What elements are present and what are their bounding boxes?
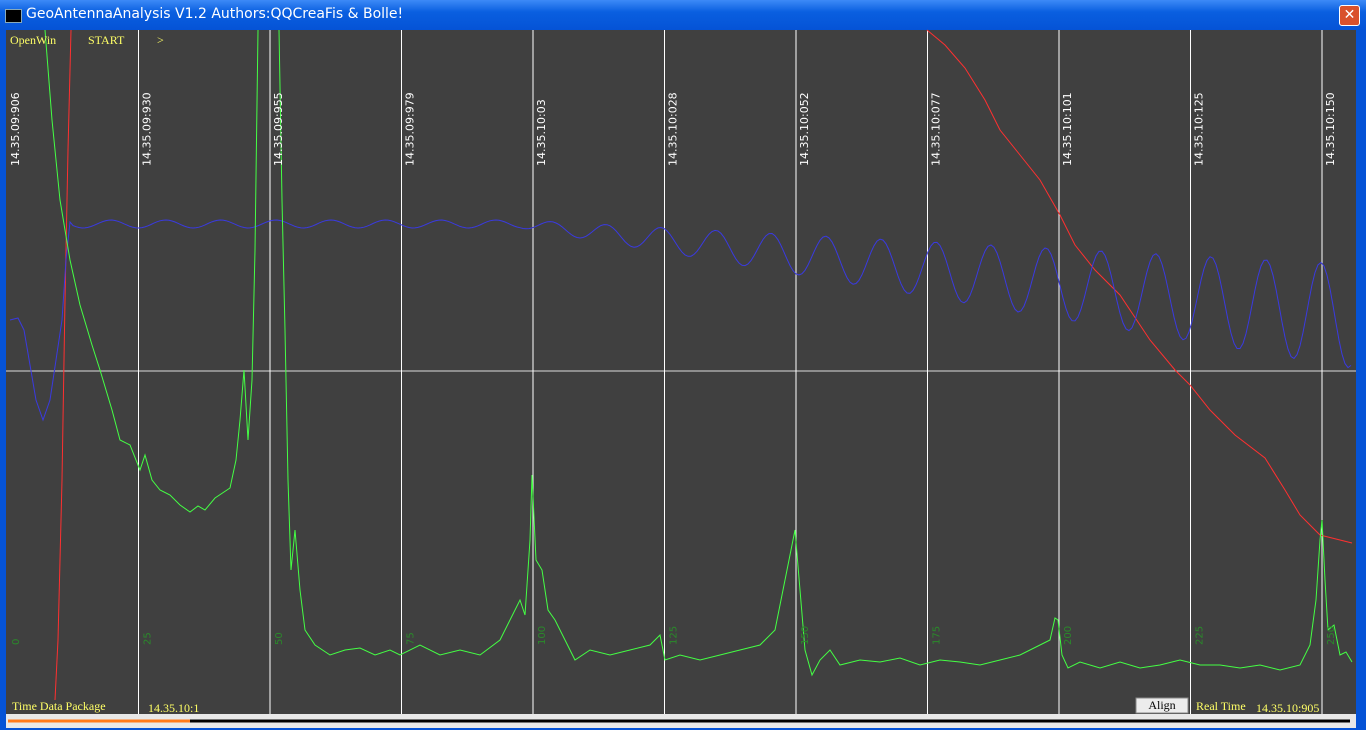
index-label: 100 (537, 626, 548, 645)
index-label: 150 (800, 626, 811, 645)
green-trace (278, 29, 1353, 677)
package-time: 14.35.10:1 (148, 701, 199, 715)
blue-trace (9, 219, 1352, 422)
time-label: 14.35.10:125 (1193, 92, 1206, 166)
index-label: 0 (11, 639, 22, 645)
index-label: 200 (1063, 626, 1074, 645)
time-label: 14.35.09:906 (9, 92, 22, 166)
app-icon (5, 9, 22, 23)
time-label: 14.35.10:101 (1061, 92, 1074, 166)
time-label: 14.35.10:028 (667, 92, 680, 166)
time-label: 14.35.09:979 (404, 92, 417, 166)
start-button[interactable]: START (88, 33, 125, 47)
index-label: 25 (143, 632, 154, 645)
index-label: 250 (1326, 626, 1337, 645)
plot-background (6, 30, 1356, 714)
index-label: 225 (1195, 626, 1206, 645)
time-label: 14.35.10:077 (930, 92, 943, 166)
index-label: 75 (406, 632, 417, 645)
align-button[interactable] (1135, 697, 1189, 714)
time-label: 14.35.09:930 (141, 92, 154, 166)
realtime-value: 14.35.10:905 (1256, 701, 1319, 715)
green-trace (44, 29, 259, 513)
time-label: 14.35.10:052 (798, 92, 811, 166)
window-title: GeoAntennaAnalysis V1.2 Authors:QQCreaFi… (26, 6, 404, 22)
index-label: 50 (274, 632, 285, 645)
package-label: Time Data Package (12, 699, 106, 713)
red-trace (926, 29, 1353, 544)
title-bar: GeoAntennaAnalysis V1.2 Authors:QQCreaFi… (0, 0, 1366, 30)
realtime-label: Real Time (1196, 699, 1246, 713)
close-button[interactable]: ✕ (1339, 5, 1360, 26)
red-trace (54, 29, 72, 701)
next-button[interactable]: > (157, 33, 164, 47)
time-label: 14.35.09:955 (272, 92, 285, 166)
index-label: 175 (932, 626, 943, 645)
align-button-label[interactable]: Align (1148, 698, 1175, 712)
time-label: 14.35.10:03 (535, 99, 548, 166)
time-label: 14.35.10:150 (1324, 92, 1337, 166)
openwin-button[interactable]: OpenWin (10, 33, 56, 47)
index-label: 125 (669, 626, 680, 645)
